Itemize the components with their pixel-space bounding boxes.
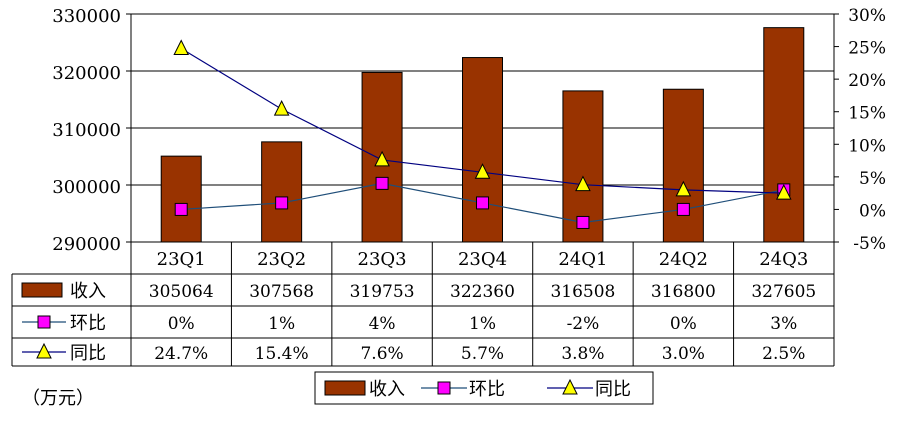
qoq-marker	[476, 196, 489, 210]
legend-box	[314, 371, 654, 405]
table-cell-value: 2.5%	[762, 344, 805, 364]
yoy-marker	[675, 180, 692, 197]
yoy-marker	[474, 163, 491, 179]
right-tick-label: 5%	[859, 169, 886, 189]
revenue-bar	[462, 57, 503, 243]
right-tick-label: 10%	[848, 136, 886, 156]
unit-label: （万元）	[22, 388, 94, 409]
table-cell-value: 316800	[651, 282, 716, 302]
table-key-marker	[37, 315, 51, 329]
table-key-bar	[21, 282, 63, 298]
table-cell-value: 307568	[249, 282, 314, 302]
table-cell-value: 0%	[168, 314, 195, 334]
table-cell-value: 322360	[450, 282, 515, 302]
yoy-marker	[575, 175, 591, 192]
table-series-name: 同比	[70, 343, 106, 364]
table-cell-value: 15.4%	[255, 344, 309, 364]
table-cell-value: 305064	[149, 282, 214, 302]
yoy-marker	[273, 99, 290, 116]
category-label: 24Q2	[659, 249, 708, 270]
left-tick-label: 300000	[52, 177, 121, 198]
revenue-bar	[763, 27, 805, 243]
left-tick-label: 320000	[52, 63, 121, 84]
table-cell-value: 7.6%	[360, 344, 403, 364]
legend-label: 环比	[469, 379, 505, 400]
table-cell-value: -2%	[567, 314, 600, 334]
revenue-bars	[160, 27, 805, 243]
right-tick-label: -5%	[853, 234, 886, 254]
table-series-name: 环比	[70, 313, 106, 334]
right-tick-label: 0%	[859, 201, 886, 221]
table-key-marker	[36, 342, 52, 359]
legend-key-bar	[324, 380, 366, 396]
table-cell-value: 3.0%	[662, 344, 705, 364]
legend: 收入 环比 同比	[314, 371, 654, 405]
legend-label: 同比	[595, 379, 631, 400]
right-tick-label: 25%	[848, 39, 886, 59]
ratio-lines	[173, 39, 792, 229]
data-table: 23Q1 23Q2 23Q3 23Q4 24Q1 24Q2 24Q3 收入 305064 3075…	[11, 242, 835, 367]
category-label: 23Q1	[157, 249, 206, 270]
yoy-marker	[173, 39, 190, 56]
legend-key-triangle	[562, 378, 578, 395]
table-cell-value: 24.7%	[154, 344, 208, 364]
yoy-marker	[374, 150, 390, 167]
left-tick-label: 330000	[52, 6, 121, 27]
category-label: 24Q1	[558, 249, 607, 270]
table-cell-value: 319753	[350, 282, 415, 302]
table-cell-value: 1%	[469, 314, 496, 334]
table-cell-value: 5.7%	[461, 344, 504, 364]
category-label: 24Q3	[759, 249, 808, 270]
table-series-name: 收入	[70, 281, 106, 302]
category-label: 23Q3	[358, 249, 407, 270]
revenue-bar	[160, 155, 202, 243]
left-tick-label: 290000	[52, 234, 121, 255]
qoq-marker	[676, 202, 690, 216]
legend-label: 收入	[369, 379, 405, 400]
table-cell-value: 4%	[369, 314, 396, 334]
category-label: 23Q2	[257, 249, 306, 270]
revenue-bar	[261, 141, 303, 243]
axes: 290000 300000 310000 320000 330000 -5% 0% 5% 10%…	[52, 6, 886, 255]
table-cell-value: 3%	[770, 314, 797, 334]
right-tick-label: 20%	[848, 71, 886, 91]
qoq-marker	[174, 202, 188, 216]
left-tick-label: 310000	[52, 120, 121, 141]
legend-key-square	[437, 381, 451, 395]
right-tick-label: 30%	[848, 6, 886, 26]
yoy-marker	[775, 184, 792, 200]
table-cell-value: 1%	[268, 314, 295, 334]
right-tick-label: 15%	[848, 104, 886, 124]
table-cell-value: 327605	[751, 282, 816, 302]
revenue-bar	[662, 88, 704, 243]
table-cell-value: 3.8%	[561, 344, 604, 364]
table-cell-value: 0%	[670, 314, 697, 334]
qoq-marker	[375, 176, 389, 190]
table-cell-value: 316508	[550, 282, 615, 302]
category-label: 23Q4	[458, 249, 507, 270]
qoq-marker	[576, 215, 590, 229]
qoq-marker	[275, 196, 289, 210]
